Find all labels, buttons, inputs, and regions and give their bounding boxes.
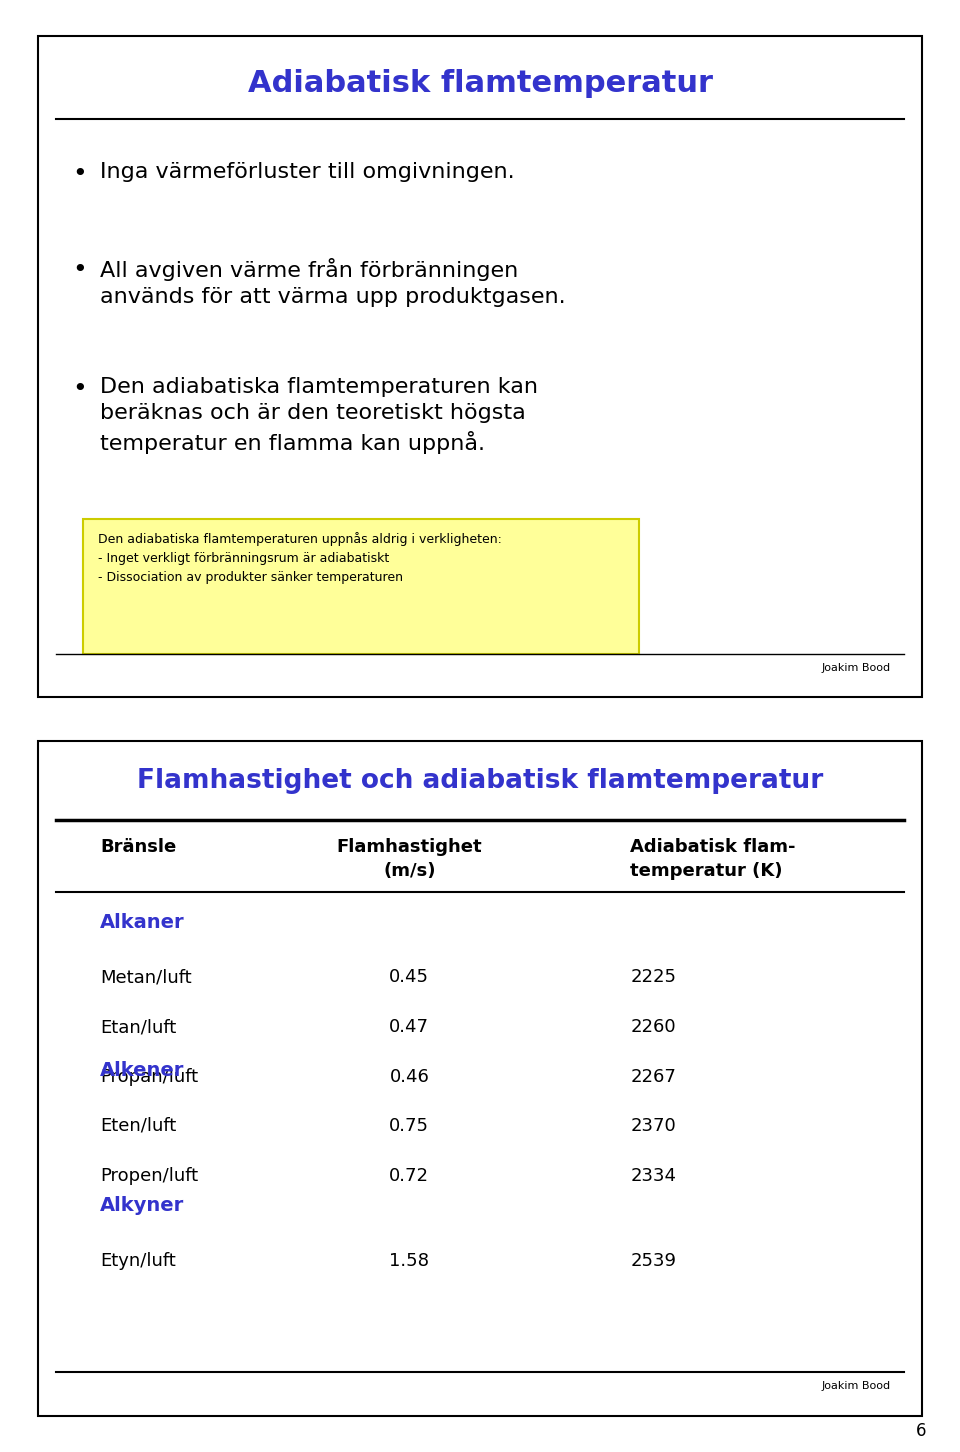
Text: 0.72: 0.72 xyxy=(390,1166,429,1185)
Text: Adiabatisk flamtemperatur: Adiabatisk flamtemperatur xyxy=(248,70,712,99)
Text: Den adiabatiska flamtemperaturen kan
beräknas och är den teoretiskt högsta
tempe: Den adiabatiska flamtemperaturen kan ber… xyxy=(100,376,539,453)
Text: 0.46: 0.46 xyxy=(390,1069,429,1086)
Text: 2225: 2225 xyxy=(630,968,676,986)
Text: 0.47: 0.47 xyxy=(390,1018,429,1037)
Text: Flamhastighet och adiabatisk flamtemperatur: Flamhastighet och adiabatisk flamtempera… xyxy=(137,768,823,794)
Text: Etan/luft: Etan/luft xyxy=(100,1018,177,1037)
Text: 2334: 2334 xyxy=(630,1166,676,1185)
Text: Joakim Bood: Joakim Bood xyxy=(822,1381,891,1391)
Text: 2370: 2370 xyxy=(630,1117,676,1134)
Text: Alkener: Alkener xyxy=(100,1061,184,1080)
Text: 0.75: 0.75 xyxy=(390,1117,429,1134)
Text: Joakim Bood: Joakim Bood xyxy=(822,662,891,672)
Text: Adiabatisk flam-
temperatur (K): Adiabatisk flam- temperatur (K) xyxy=(630,838,796,880)
Text: Bränsle: Bränsle xyxy=(100,838,177,857)
Text: 6: 6 xyxy=(916,1423,926,1440)
Text: Etyn/luft: Etyn/luft xyxy=(100,1252,176,1269)
Text: •: • xyxy=(72,161,86,186)
Text: Inga värmeförluster till omgivningen.: Inga värmeförluster till omgivningen. xyxy=(100,161,515,182)
FancyBboxPatch shape xyxy=(83,518,639,653)
FancyBboxPatch shape xyxy=(38,36,922,697)
Text: Alkyner: Alkyner xyxy=(100,1196,184,1215)
Text: 2539: 2539 xyxy=(630,1252,676,1269)
Text: •: • xyxy=(72,376,86,401)
Text: Metan/luft: Metan/luft xyxy=(100,968,192,986)
Text: Alkaner: Alkaner xyxy=(100,913,185,932)
Text: Propen/luft: Propen/luft xyxy=(100,1166,199,1185)
Text: Flamhastighet
(m/s): Flamhastighet (m/s) xyxy=(337,838,482,880)
Text: 0.45: 0.45 xyxy=(390,968,429,986)
Text: •: • xyxy=(72,257,86,282)
FancyBboxPatch shape xyxy=(38,741,922,1416)
Text: Eten/luft: Eten/luft xyxy=(100,1117,177,1134)
Text: 2267: 2267 xyxy=(630,1069,676,1086)
Text: Propan/luft: Propan/luft xyxy=(100,1069,199,1086)
Text: All avgiven värme från förbränningen
används för att värma upp produktgasen.: All avgiven värme från förbränningen anv… xyxy=(100,257,565,306)
Text: 2260: 2260 xyxy=(630,1018,676,1037)
Text: 1.58: 1.58 xyxy=(390,1252,429,1269)
Text: Den adiabatiska flamtemperaturen uppnås aldrig i verkligheten:
- Inget verkligt : Den adiabatiska flamtemperaturen uppnås … xyxy=(98,531,501,584)
